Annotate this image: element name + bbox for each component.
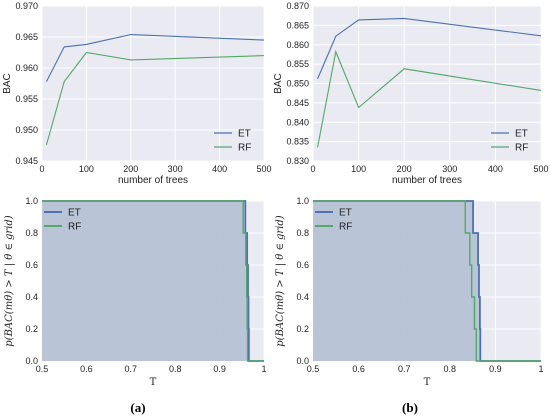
x-tick-label: 400	[212, 164, 227, 174]
x-tick-label: 300	[442, 164, 457, 174]
panel-label-a: (a)	[130, 400, 145, 415]
y-tick-label: 0.8	[25, 228, 38, 238]
y-tick-label: 0.6	[25, 260, 38, 270]
y-tick-label: 0.955	[15, 94, 38, 104]
x-tick-label: 400	[488, 164, 503, 174]
x-axis-label: number of trees	[118, 175, 188, 186]
x-tick-label: 500	[533, 164, 548, 174]
y-tick-label: 0.860	[286, 40, 309, 50]
x-tick-label: 1	[538, 364, 543, 374]
y-tick-label: 1.0	[25, 196, 38, 206]
x-tick-label: 0.7	[398, 364, 411, 374]
x-tick-label: 500	[256, 164, 271, 174]
legend-label-rf: RF	[68, 222, 81, 233]
chart-bottom-left: 0.00.20.40.60.81.00.5 0.6 0.7 0.8 0.9 1Tp(BAC…	[4, 196, 267, 388]
legend-label-et: ET	[68, 208, 81, 219]
x-axis-label: T	[150, 377, 157, 388]
x-tick-label: 0.7	[125, 364, 138, 374]
x-tick-label: 300	[168, 164, 183, 174]
y-tick-label: 0.970	[15, 1, 38, 11]
y-tick-label: 0.950	[15, 125, 38, 135]
x-tick-label: 0	[310, 164, 315, 174]
x-axis-label: number of trees	[392, 175, 462, 186]
x-tick-label: 100	[79, 164, 94, 174]
y-tick-label: 0.6	[296, 260, 309, 270]
y-tick-label: 0.960	[15, 63, 38, 73]
x-tick-label: 0.6	[80, 364, 93, 374]
legend-label-rf: RF	[515, 143, 528, 154]
x-tick-label: 0.6	[352, 364, 365, 374]
y-axis-label: BAC	[2, 73, 13, 94]
y-tick-label: 0.4	[296, 292, 309, 302]
y-axis-label: BAC	[273, 73, 284, 94]
y-tick-label: 0.845	[286, 98, 309, 108]
y-tick-label: 0.870	[286, 1, 309, 11]
y-tick-label: 0.2	[296, 324, 309, 334]
plot-background	[42, 6, 264, 161]
y-tick-label: 0.965	[15, 32, 38, 42]
y-axis-label: p(BAC(mθ) > T | θ ∈ grid)	[275, 215, 286, 347]
y-tick-label: 0.865	[286, 20, 309, 30]
charts: 0.945 0.950 0.955 0.960 0.965 0.970 0 100 200 300…	[2, 1, 549, 388]
y-axis-label: p(BAC(mθ) > T | θ ∈ grid)	[4, 215, 15, 347]
y-tick-label: 0.835	[286, 137, 309, 147]
y-tick-label: 0.855	[286, 59, 309, 69]
x-tick-label: 200	[397, 164, 412, 174]
x-tick-label: 0.9	[213, 364, 226, 374]
x-tick-label: 0.9	[489, 364, 502, 374]
y-tick-label: 0.830	[286, 156, 309, 166]
x-tick-label: 0.5	[36, 364, 49, 374]
legend-label-et: ET	[515, 129, 528, 140]
y-tick-label: 1.0	[296, 196, 309, 206]
x-axis-label: T	[424, 377, 431, 388]
x-tick-label: 100	[351, 164, 366, 174]
x-tick-label: 1	[261, 364, 266, 374]
x-tick-label: 0.8	[169, 364, 182, 374]
y-tick-label: 0.4	[25, 292, 38, 302]
x-tick-label: 0.5	[307, 364, 320, 374]
y-tick-label: 0.8	[296, 228, 309, 238]
chart-top-right: 0.830 0.835 0.840 0.845 0.850 0.855 0.860 0.865…	[273, 1, 549, 186]
x-tick-label: 200	[123, 164, 138, 174]
y-tick-label: 0.840	[286, 117, 309, 127]
y-tick-label: 0.850	[286, 79, 309, 89]
legend-label-rf: RF	[339, 222, 352, 233]
panel-label-b: (b)	[402, 400, 418, 415]
y-tick-label: 0.2	[25, 324, 38, 334]
chart-bottom-right: 0.00.20.40.60.81.00.5 0.6 0.7 0.8 0.9 1Tp(BAC…	[275, 196, 544, 388]
legend-label-et: ET	[238, 129, 251, 140]
chart-top-left: 0.945 0.950 0.955 0.960 0.965 0.970 0 100 200 300…	[2, 1, 272, 186]
x-tick-label: 0	[39, 164, 44, 174]
x-tick-label: 0.8	[444, 364, 457, 374]
legend-label-rf: RF	[238, 143, 251, 154]
y-tick-label: 0.945	[15, 156, 38, 166]
legend-label-et: ET	[339, 208, 352, 219]
